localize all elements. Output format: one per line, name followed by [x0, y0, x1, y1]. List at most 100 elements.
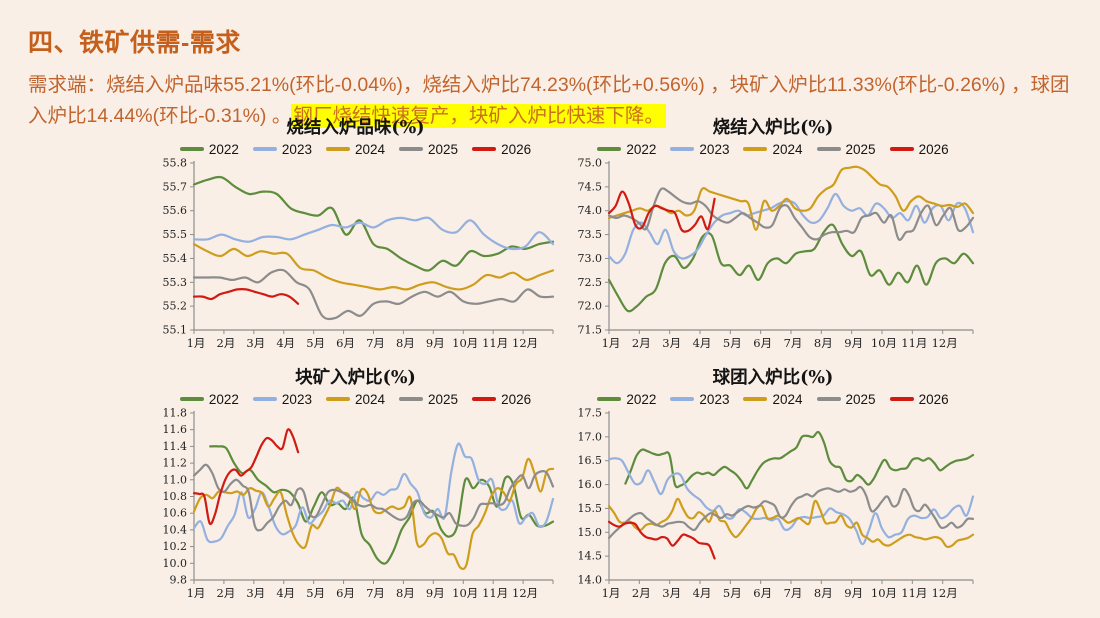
chart-canvas: 55.1 55.2 55.3 55.4 55.5 55.6 55.7 55.8 1月 2月 3月 4月…	[163, 158, 555, 350]
legend-item-2022: 2022	[597, 142, 656, 157]
y-tick-label: 17.5	[578, 408, 603, 420]
x-tick-label: 4月	[693, 336, 712, 350]
x-tick-label: 12月	[932, 336, 958, 350]
x-tick-label: 12月	[932, 586, 958, 600]
y-tick-label: 72.0	[578, 300, 603, 313]
x-tick-label: 8月	[396, 586, 415, 600]
legend-item-2023: 2023	[670, 392, 729, 407]
legend-swatch-2025	[816, 397, 841, 401]
legend-label: 2026	[501, 141, 532, 157]
x-tick-label: 11月	[482, 336, 508, 350]
legend-item-2022: 2022	[179, 142, 239, 157]
x-tick-label: 5月	[723, 336, 742, 350]
legend-swatch-2025	[399, 147, 424, 151]
x-tick-label: 11月	[901, 336, 927, 350]
x-tick-label: 1月	[602, 586, 621, 600]
x-tick-label: 6月	[753, 336, 772, 350]
chart-legend: 2022 2023 2024 2025 2026	[563, 390, 983, 408]
y-tick-label: 55.1	[163, 324, 188, 337]
x-tick-label: 7月	[366, 586, 385, 600]
series-line-2022	[192, 175, 555, 272]
x-tick-label: 3月	[662, 336, 681, 350]
y-tick-label: 55.3	[163, 276, 188, 289]
x-tick-label: 4月	[276, 336, 295, 350]
x-tick-label: 12月	[512, 336, 538, 350]
series-line-2026	[607, 520, 716, 560]
x-tick-label: 9月	[844, 586, 863, 600]
x-tick-label: 2月	[217, 586, 236, 600]
x-tick-label: 5月	[306, 586, 325, 600]
series-line-2025	[607, 485, 975, 540]
x-tick-label: 1月	[602, 336, 621, 350]
chart-canvas: 14.0 14.5 15.0 15.5 16.0 16.5 17.0 17.5 1月 2月 3月 4月…	[578, 408, 975, 600]
x-tick-label: 7月	[784, 336, 803, 350]
y-tick-label: 11.4	[163, 440, 188, 453]
x-tick-label: 10月	[871, 336, 897, 350]
legend-swatch-2024	[743, 397, 768, 401]
x-tick-label: 2月	[632, 336, 651, 350]
legend-label: 2022	[208, 391, 239, 407]
y-tick-label: 55.2	[163, 300, 188, 313]
series-line-2022	[209, 445, 555, 565]
legend-swatch-2024	[325, 397, 350, 401]
legend-item-2026: 2026	[472, 142, 531, 157]
legend-item-2025: 2025	[399, 392, 458, 407]
y-tick-label: 55.4	[163, 252, 188, 265]
legend-item-2026: 2026	[889, 141, 949, 157]
x-tick-label: 6月	[336, 586, 355, 600]
legend-swatch-2025	[816, 147, 841, 151]
intro-highlight: 钢厂烧结快速复产，块矿入炉比快速下降。	[291, 103, 666, 128]
x-tick-label: 2月	[217, 336, 236, 350]
legend-item-2026: 2026	[889, 391, 949, 407]
legend-swatch-2022	[179, 397, 204, 401]
legend-swatch-2023	[670, 147, 695, 151]
legend-label: 2025	[428, 391, 459, 407]
x-tick-label: 8月	[814, 586, 833, 600]
legend-item-2022: 2022	[597, 392, 656, 407]
y-tick-label: 16.0	[578, 478, 603, 491]
legend-swatch-2026	[889, 147, 914, 151]
y-tick-label: 73.5	[578, 228, 603, 241]
legend-swatch-2023	[252, 397, 277, 401]
y-tick-label: 11.0	[163, 473, 188, 486]
legend-swatch-2025	[399, 397, 424, 401]
x-tick-label: 10月	[452, 336, 478, 350]
legend-swatch-2024	[325, 147, 350, 151]
legend-item-2023: 2023	[670, 142, 729, 157]
legend-label: 2023	[699, 141, 730, 157]
legend-swatch-2022	[597, 397, 622, 401]
legend-label: 2026	[918, 391, 949, 407]
legend-label: 2023	[281, 391, 312, 407]
x-tick-label: 2月	[632, 586, 651, 600]
legend-label: 2022	[626, 141, 657, 157]
series-line-2024	[192, 243, 555, 291]
y-tick-label: 74.5	[578, 180, 603, 193]
x-tick-label: 4月	[276, 586, 295, 600]
series-line-2024	[192, 457, 555, 571]
chart-lump-ratio: 块矿入炉比(%) 2022 2023 2024 2025 2026 9.8 10.0 10.…	[148, 366, 563, 604]
x-tick-label: 6月	[753, 586, 772, 600]
y-tick-label: 55.7	[163, 180, 188, 193]
x-tick-label: 8月	[814, 336, 833, 350]
legend-label: 2024	[772, 141, 803, 157]
y-tick-label: 10.6	[163, 507, 188, 520]
chart-pellet-ratio: 球团入炉比(%) 2022 2023 2024 2025 2026 14.0 14.5 15…	[563, 366, 983, 604]
legend-swatch-2024	[743, 147, 768, 151]
legend-item-2024: 2024	[743, 141, 803, 157]
x-tick-label: 9月	[426, 336, 445, 350]
y-tick-label: 15.0	[578, 526, 603, 539]
x-tick-label: 5月	[723, 586, 742, 600]
legend-item-2023: 2023	[252, 391, 312, 407]
series-line-2026	[607, 190, 716, 233]
legend-item-2025: 2025	[816, 142, 876, 157]
legend-label: 2026	[918, 141, 949, 157]
y-tick-label: 10.4	[163, 523, 188, 536]
legend-swatch-2022	[179, 147, 204, 151]
y-tick-label: 11.6	[163, 423, 188, 436]
series-line-2022	[624, 430, 975, 490]
legend-item-2025: 2025	[816, 392, 876, 407]
legend-swatch-2023	[252, 147, 277, 151]
series-line-2026	[192, 428, 300, 526]
x-tick-label: 8月	[396, 336, 415, 350]
legend-label: 2023	[699, 391, 730, 407]
